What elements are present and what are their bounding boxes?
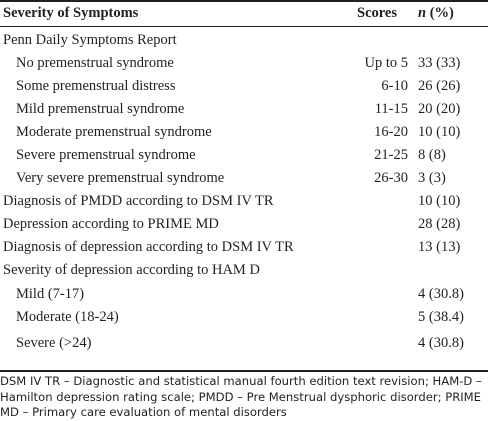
header-n-percent: n (%) [418,2,454,25]
row-n-percent: 20 (20) [418,101,461,117]
table-row: Severe (>24) 4 (30.8) [0,332,488,355]
table-row: Mild premenstrual syndrome 11-15 20 (20) [0,98,488,121]
row-label: Diagnosis of PMDD according to DSM IV TR [3,193,274,209]
row-n-percent: 8 (8) [418,147,446,163]
row-label: Some premenstrual distress [16,78,176,94]
row-n-percent: 10 (10) [418,124,461,140]
table-row: Mild (7-17) 4 (30.8) [0,283,488,306]
row-label: No premenstrual syndrome [16,55,174,71]
table-header-rule [0,26,488,27]
row-label: Diagnosis of depression according to DSM… [3,239,294,255]
table-row: No premenstrual syndrome Up to 5 33 (33) [0,52,488,75]
table-row: Penn Daily Symptoms Report [0,29,488,52]
row-n-percent: 28 (28) [418,216,461,232]
table-bottom-rule [0,370,488,372]
row-label: Severity of depression according to HAM … [3,262,260,278]
row-n-percent: 13 (13) [418,239,461,255]
row-n-percent: 26 (26) [418,78,461,94]
table-row: Severe premenstrual syndrome 21-25 8 (8) [0,144,488,167]
row-label: Moderate (18-24) [16,309,119,325]
row-n-percent: 4 (30.8) [418,335,464,351]
row-label: Mild premenstrual syndrome [16,101,185,117]
row-label: Mild (7-17) [16,286,85,302]
table-footnote: DSM IV TR – Diagnostic and statistical m… [0,374,482,419]
row-label: Depression according to PRIME MD [3,216,219,232]
row-n-percent: 10 (10) [418,193,461,209]
row-score: 26-30 [374,170,408,186]
row-n-percent: 33 (33) [418,55,461,71]
row-score: Up to 5 [364,55,409,71]
table-row: Moderate premenstrual syndrome 16-20 10 (1… [0,121,488,144]
header-percent: (%) [426,5,454,21]
row-label: Moderate premenstrual syndrome [16,124,212,140]
row-label: Severe premenstrual syndrome [16,147,196,163]
row-score: 21-25 [374,147,408,163]
table-row: Very severe premenstrual syndrome 26-30 3 … [0,167,488,190]
row-n-percent: 5 (38.4) [418,309,464,325]
row-score: 16-20 [374,124,408,140]
header-severity-of-symptoms: Severity of Symptoms [3,5,139,21]
header-scores: Scores [357,5,398,21]
table-row: Depression according to PRIME MD 28 (28) [0,213,488,236]
table-header-row: Severity of Symptoms Scores n (%) [0,2,488,25]
row-label: Severe (>24) [16,335,92,351]
row-n-percent: 4 (30.8) [418,286,464,302]
row-label: Very severe premenstrual syndrome [16,170,225,186]
table-row: Diagnosis of PMDD according to DSM IV TR… [0,190,488,213]
table-top-rule [0,0,488,2]
table-row: Severity of depression according to HAM … [0,259,488,282]
table-row: Some premenstrual distress 6-10 26 (26) [0,75,488,98]
row-score: 6-10 [381,78,408,94]
table-row: Moderate (18-24) 5 (38.4) [0,306,488,329]
row-label: Penn Daily Symptoms Report [3,32,177,48]
table-row: Diagnosis of depression according to DSM… [0,236,488,259]
row-n-percent: 3 (3) [418,170,446,186]
row-score: 11-15 [374,101,408,117]
header-n-letter: n [418,5,427,21]
